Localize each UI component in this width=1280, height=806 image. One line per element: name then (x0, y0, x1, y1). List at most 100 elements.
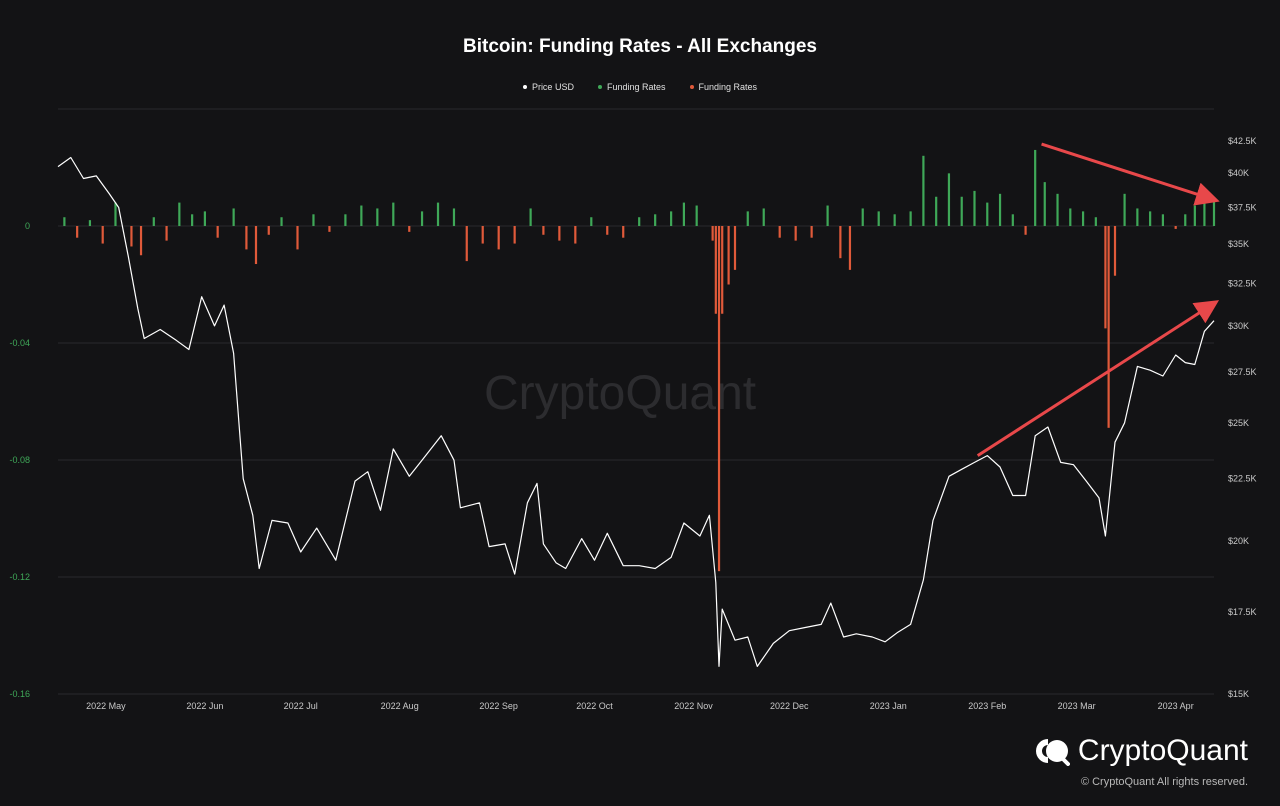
funding-bar-41 (654, 214, 657, 226)
funding-bar-25 (408, 226, 411, 232)
funding-bar-37 (590, 217, 593, 226)
funding-bar-7 (152, 217, 155, 226)
cryptoquant-logo-icon (1035, 739, 1070, 766)
x-tick-label-8: 2023 Jan (870, 701, 907, 711)
funding-bar-79 (1107, 226, 1110, 428)
funding-bar-46 (714, 226, 717, 314)
funding-bar-67 (973, 190, 976, 226)
legend-label-funding-positive: Funding Rates (606, 82, 666, 92)
funding-bar-18 (296, 226, 299, 250)
funding-bar-1 (76, 226, 79, 238)
funding-bar-77 (1094, 217, 1097, 226)
x-tick-label-0: 2022 May (86, 701, 126, 711)
funding-bar-24 (392, 202, 395, 226)
funding-bar-75 (1069, 208, 1072, 226)
left-tick-label-3: -0.12 (9, 572, 30, 582)
funding-bar-3 (101, 226, 104, 244)
funding-bar-61 (893, 214, 896, 226)
funding-bar-31 (497, 226, 500, 250)
funding-bar-30 (481, 226, 484, 244)
copyright: © CryptoQuant All rights reserved. (1080, 776, 1248, 788)
chart-title: Bitcoin: Funding Rates - All Exchanges (463, 36, 817, 57)
funding-bar-17 (280, 217, 283, 226)
funding-bar-57 (839, 226, 842, 259)
annotation-arrows (976, 142, 1220, 457)
funding-bar-59 (861, 208, 864, 226)
funding-bar-32 (513, 226, 516, 244)
right-tick-label-4: $32.5K (1228, 278, 1257, 288)
price-line-layer (57, 156, 1215, 667)
right-tick-label-1: $40K (1228, 168, 1249, 178)
legend-label-price: Price USD (531, 82, 574, 92)
funding-bar-10 (191, 214, 194, 226)
funding-bar-54 (794, 226, 797, 241)
legend-item-price[interactable]: Price USD (522, 82, 574, 92)
funding-bar-56 (826, 205, 829, 226)
funding-bar-60 (877, 211, 880, 226)
right-tick-label-2: $37.5K (1228, 202, 1257, 212)
left-tick-label-0: 0 (25, 221, 30, 231)
funding-bar-35 (558, 226, 561, 241)
right-tick-label-10: $17.5K (1228, 607, 1257, 617)
funding-bar-86 (1184, 214, 1187, 226)
funding-bar-51 (746, 211, 749, 226)
funding-bar-12 (216, 226, 219, 238)
funding-bar-89 (1212, 199, 1216, 226)
funding-bar-2 (88, 220, 92, 226)
funding-bar-78 (1104, 226, 1107, 329)
funding-bar-13 (232, 208, 235, 226)
legend-item-funding-positive[interactable]: Funding Rates (597, 82, 666, 92)
legend-item-funding-negative[interactable]: Funding Rates (689, 82, 758, 92)
price-rise-arrow (976, 300, 1220, 457)
brand-name: CryptoQuant (1077, 734, 1248, 767)
funding-bar-21 (344, 214, 347, 226)
right-tick-label-11: $15K (1228, 689, 1249, 699)
funding-bar-14 (245, 226, 248, 250)
grid-layer (58, 108, 1214, 695)
funding-bar-49 (727, 226, 730, 285)
funding-bar-19 (312, 214, 315, 226)
funding-bar-69 (998, 193, 1002, 226)
funding-bar-4 (114, 202, 117, 226)
legend-dot-funding-positive (597, 85, 602, 89)
funding-bar-27 (436, 202, 440, 226)
left-axis: 0 -0.04 -0.08 -0.12 -0.16 (9, 221, 30, 699)
x-tick-label-5: 2022 Oct (576, 701, 613, 711)
x-tick-label-7: 2022 Dec (770, 701, 809, 711)
funding-bar-88 (1203, 202, 1206, 226)
funding-bar-66 (960, 196, 963, 226)
funding-bar-36 (574, 226, 577, 244)
funding-bar-80 (1113, 226, 1117, 276)
legend-label-funding-negative: Funding Rates (698, 82, 758, 92)
funding-bar-28 (452, 208, 456, 226)
funding-bar-22 (360, 205, 363, 226)
right-tick-label-5: $30K (1228, 321, 1249, 331)
funding-bar-70 (1011, 214, 1014, 226)
x-tick-label-9: 2023 Feb (968, 701, 1006, 711)
funding-bar-53 (778, 226, 781, 238)
legend: Price USD Funding Rates Funding Rates (0, 82, 1280, 92)
funding-rate-bars (63, 149, 1216, 572)
funding-bar-68 (986, 202, 989, 226)
funding-bar-11 (203, 211, 206, 226)
funding-bar-52 (762, 208, 765, 226)
funding-bar-38 (606, 226, 609, 235)
right-tick-label-9: $20K (1228, 536, 1249, 546)
funding-bar-9 (178, 202, 181, 226)
x-axis: 2022 May 2022 Jun 2022 Jul 2022 Aug 2022 Sep… (86, 701, 1194, 711)
right-tick-label-6: $27.5K (1228, 367, 1257, 377)
x-tick-label-10: 2023 Mar (1058, 701, 1096, 711)
funding-bar-73 (1043, 182, 1046, 226)
funding-bar-15 (254, 226, 258, 265)
funding-bar-48 (721, 226, 724, 314)
x-tick-label-11: 2023 Apr (1158, 701, 1194, 711)
funding-bar-72 (1034, 149, 1037, 226)
funding-bar-50 (733, 226, 737, 270)
funding-bar-55 (810, 226, 813, 238)
funding-bar-62 (909, 211, 912, 226)
funding-bar-63 (922, 155, 925, 226)
funding-bar-0 (63, 217, 66, 226)
x-tick-label-6: 2022 Nov (674, 701, 713, 711)
x-tick-label-1: 2022 Jun (186, 701, 223, 711)
